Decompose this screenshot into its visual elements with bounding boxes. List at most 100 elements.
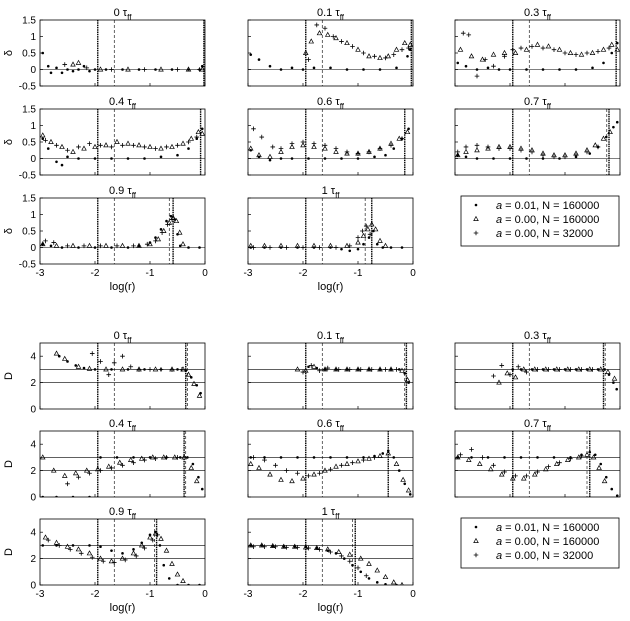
data-point-triangle <box>300 475 306 481</box>
data-point-dot <box>407 127 410 131</box>
x-axis-label: log(r) <box>110 281 136 293</box>
data-point-triangle <box>377 452 383 459</box>
data-point-dot <box>384 583 387 585</box>
data-point-triangle <box>465 456 472 462</box>
data-point-triangle <box>138 542 145 548</box>
D-panel-title: 0.3 τff <box>524 330 552 345</box>
data-point-plus <box>350 460 355 465</box>
panel-title-subscript: ff <box>340 13 345 22</box>
data-point-dot <box>99 545 102 549</box>
data-point-plus <box>175 67 180 72</box>
data-point-plus <box>355 565 361 571</box>
data-point-triangle <box>468 53 475 59</box>
data-point-plus <box>328 466 333 472</box>
data-point-dot <box>55 495 58 497</box>
data-point-dot <box>400 246 404 249</box>
data-point-triangle <box>509 475 516 481</box>
data-point-dot <box>195 383 199 387</box>
data-point-plus <box>197 67 202 72</box>
data-point-plus <box>363 573 369 579</box>
data-point-dot <box>464 155 468 159</box>
axes-box <box>454 342 621 410</box>
D-panel-6: 0.9 τff 0 2 4 -3 -2 -1 0 log(r) D <box>3 506 208 614</box>
x-tick-label: -2 <box>91 268 100 279</box>
data-point-dot <box>378 68 382 71</box>
data-point-triangle <box>280 543 287 549</box>
data-point-dot <box>362 242 365 246</box>
data-point-triangle <box>401 39 408 46</box>
x-tick-label: -3 <box>36 589 45 600</box>
data-point-triangle <box>185 66 192 72</box>
data-point-triangle <box>355 458 361 464</box>
panel-title-text: 0.1 τ <box>317 330 340 342</box>
y-tick-label: 0 <box>30 243 36 254</box>
data-point-plus <box>469 447 474 452</box>
data-point-plus <box>133 553 139 559</box>
data-point-triangle <box>256 464 262 470</box>
data-point-dot <box>198 246 201 249</box>
data-point-plus <box>98 143 103 148</box>
data-point-dot <box>574 368 578 371</box>
legend-marker-triangle <box>473 537 479 543</box>
data-point-triangle <box>487 466 494 472</box>
data-point-triangle <box>496 379 502 385</box>
data-point-dot <box>367 236 371 239</box>
data-point-dot <box>603 368 606 371</box>
data-point-plus <box>377 146 383 151</box>
data-point-dot <box>588 450 592 454</box>
data-point-plus <box>458 452 463 458</box>
data-point-dot <box>307 365 310 369</box>
data-point-triangle <box>512 49 519 55</box>
data-point-dot <box>55 544 58 547</box>
data-point-plus <box>78 551 84 556</box>
data-point-dot <box>392 456 396 459</box>
data-point-dot <box>525 157 528 160</box>
data-point-dot <box>268 64 272 68</box>
data-point-triangle <box>114 138 120 144</box>
D-panel-5: 0.7 τff <box>454 418 621 498</box>
y-tick-label: 0 <box>30 581 36 592</box>
panel-title-subscript: ff <box>132 102 137 111</box>
data-point-dot <box>187 583 190 585</box>
data-point-triangle <box>382 573 389 580</box>
data-point-dot <box>279 456 283 459</box>
data-point-plus <box>518 147 524 153</box>
data-point-plus <box>67 547 73 552</box>
legend-box <box>460 195 620 247</box>
data-point-triangle <box>474 147 480 153</box>
data-point-plus <box>339 39 344 44</box>
data-point-triangle <box>169 143 175 149</box>
x-tick-label: -3 <box>244 268 253 279</box>
data-point-dot <box>552 456 556 459</box>
data-point-dot <box>486 456 490 459</box>
delta-panel-0: 0 τff -0.5 0 0.5 1 1.5 δ <box>3 7 206 93</box>
data-point-plus <box>120 143 125 148</box>
data-point-triangle <box>196 392 203 398</box>
data-point-dot <box>541 368 545 371</box>
data-point-dot <box>552 368 556 371</box>
axes-box <box>39 108 206 176</box>
panel-title-subscript: ff <box>335 191 340 200</box>
legend-entry-variable: a <box>496 522 502 534</box>
x-axis-label: log(r) <box>318 281 344 293</box>
axes-box <box>247 108 414 176</box>
data-point-triangle <box>155 236 162 242</box>
data-point-dot <box>315 366 319 370</box>
data-point-triangle <box>191 380 197 386</box>
data-point-triangle <box>600 135 607 141</box>
y-tick-label: 4 <box>30 440 36 451</box>
data-point-dot <box>176 368 179 371</box>
data-point-dot <box>55 160 58 164</box>
plot-area <box>40 519 205 585</box>
data-point-plus <box>142 457 147 463</box>
data-point-plus <box>128 364 134 370</box>
data-point-plus <box>278 146 284 151</box>
data-point-triangle <box>520 366 527 372</box>
data-point-plus <box>114 243 120 249</box>
data-point-triangle <box>180 140 186 146</box>
y-tick-label: 0.5 <box>22 227 36 238</box>
legend-entry-label: = 0.00, N = 160000 <box>502 214 599 226</box>
legend-entry-variable: a <box>496 200 502 212</box>
data-point-dot <box>508 157 512 160</box>
